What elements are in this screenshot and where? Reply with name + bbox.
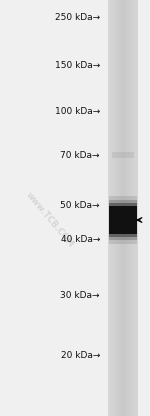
Bar — [127, 0, 128, 416]
Text: 30 kDa→: 30 kDa→ — [60, 290, 100, 300]
Bar — [117, 0, 118, 416]
Bar — [114, 0, 115, 416]
Text: 150 kDa→: 150 kDa→ — [55, 60, 100, 69]
Bar — [137, 0, 138, 416]
Bar — [111, 0, 112, 416]
Text: 20 kDa→: 20 kDa→ — [61, 351, 100, 359]
Text: www.TCB.COM: www.TCB.COM — [24, 191, 76, 249]
Bar — [109, 200, 137, 240]
Bar — [129, 0, 130, 416]
Bar — [128, 0, 129, 416]
Bar — [124, 0, 125, 416]
Bar — [121, 0, 122, 416]
Text: 100 kDa→: 100 kDa→ — [55, 107, 100, 116]
Bar — [132, 0, 133, 416]
Text: 250 kDa→: 250 kDa→ — [55, 13, 100, 22]
Bar — [134, 0, 135, 416]
Text: 40 kDa→: 40 kDa→ — [61, 235, 100, 245]
Text: 70 kDa→: 70 kDa→ — [60, 151, 100, 159]
Bar — [123, 0, 124, 416]
Bar — [113, 0, 114, 416]
Bar — [133, 0, 134, 416]
Bar — [125, 0, 126, 416]
Bar — [135, 0, 136, 416]
Bar — [109, 206, 137, 234]
Bar — [131, 0, 132, 416]
Bar — [109, 0, 110, 416]
Bar — [110, 0, 111, 416]
Bar — [130, 0, 131, 416]
Bar — [122, 0, 123, 416]
Bar — [112, 0, 113, 416]
Bar — [116, 0, 117, 416]
Bar — [108, 0, 138, 416]
Bar — [126, 0, 127, 416]
Bar — [136, 0, 137, 416]
Bar — [115, 0, 116, 416]
Bar — [120, 0, 121, 416]
Bar — [119, 0, 120, 416]
Text: 50 kDa→: 50 kDa→ — [60, 201, 100, 210]
Bar — [108, 0, 109, 416]
Bar — [109, 203, 137, 237]
Bar — [112, 152, 134, 158]
Bar — [118, 0, 119, 416]
Bar — [109, 196, 137, 244]
